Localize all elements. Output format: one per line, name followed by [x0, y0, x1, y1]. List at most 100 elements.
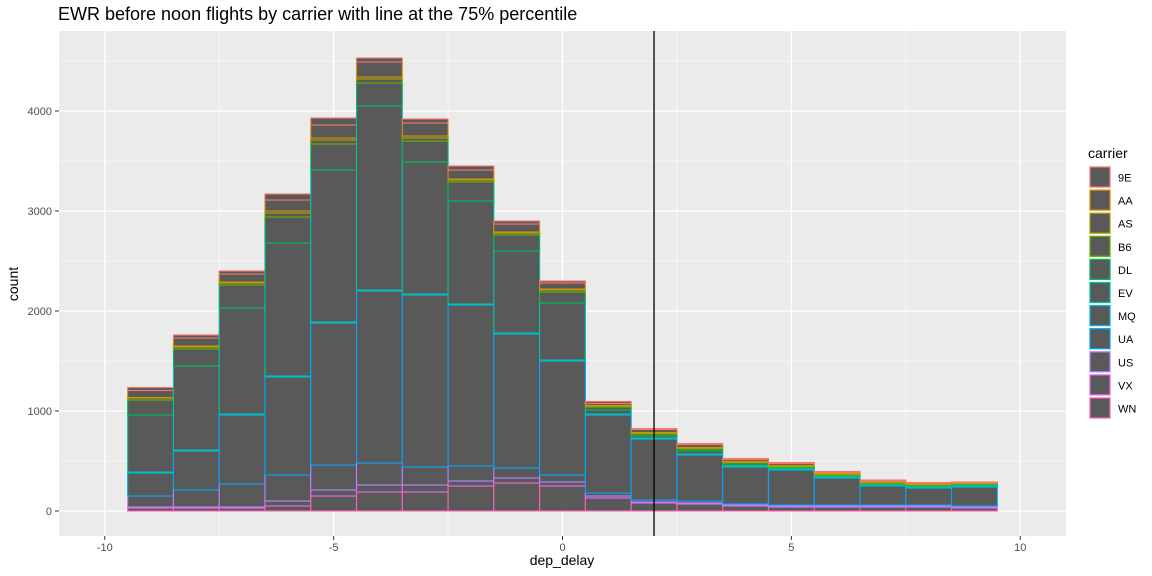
- bar-segment-9e: [355, 57, 403, 63]
- bar-segment-wn: [539, 485, 586, 512]
- bar-segment-b6: [264, 212, 312, 218]
- bar-segment-vx: [493, 477, 541, 484]
- bar-segment-ua: [813, 477, 861, 506]
- legend-label-as: AS: [1118, 219, 1133, 231]
- legend-label-us: US: [1118, 357, 1133, 369]
- bar-segment-dl: [539, 291, 586, 304]
- bar-segment-9e: [722, 457, 770, 461]
- bar-segment-aa: [172, 337, 220, 347]
- bar-segment-us: [218, 483, 266, 508]
- bar-segment-9e: [584, 400, 632, 405]
- bar-segment-wn: [722, 505, 770, 512]
- bar-segment-wn: [676, 503, 724, 512]
- x-tick-label: -5: [329, 542, 339, 554]
- bar-segment-ev: [172, 365, 220, 451]
- bar-segment-ua: [218, 414, 266, 485]
- bar-segment-aa: [264, 199, 312, 212]
- bar-segment-dl: [264, 216, 312, 244]
- bar-segment-wn: [905, 506, 953, 512]
- bar-segment-aa: [447, 169, 495, 180]
- bar-segment-wn: [264, 505, 312, 512]
- bar-segment-vx: [264, 500, 312, 507]
- bar-segment-dl: [127, 399, 174, 416]
- bar-segment-b6: [355, 78, 403, 84]
- legend-label-dl: DL: [1118, 265, 1132, 277]
- bar-segment-ev: [310, 169, 358, 323]
- bar-segment-wn: [310, 495, 358, 512]
- bar-segment-9e: [859, 479, 907, 482]
- bar-segment-ev: [264, 242, 312, 377]
- y-tick-label: 1000: [28, 406, 52, 418]
- legend-key-ua: [1089, 328, 1111, 350]
- x-tick-label: -10: [97, 542, 113, 554]
- bar-segment-us: [264, 474, 312, 502]
- legend-label-vx: VX: [1118, 380, 1133, 392]
- bar-segment-us: [172, 489, 220, 508]
- bar-segment-ev: [447, 200, 495, 305]
- bar-segment-9e: [813, 470, 861, 474]
- bar-segment-vx: [539, 481, 586, 487]
- bar-segment-wn: [767, 506, 815, 512]
- bar-segment-ev: [401, 161, 449, 295]
- bar-segment-9e: [447, 165, 495, 171]
- legend-label-9e: 9E: [1118, 173, 1131, 185]
- bar-segment-wn: [401, 491, 449, 512]
- chart-title: EWR before noon flights by carrier with …: [58, 4, 578, 24]
- bar-segment-wn: [355, 491, 403, 512]
- bar-segment-9e: [493, 220, 541, 225]
- bar-segment-us: [401, 466, 449, 486]
- bar-segment-ev: [218, 307, 266, 415]
- x-axis: -10 -5 0 5 10: [97, 536, 1026, 554]
- y-tick-label: 2000: [28, 306, 52, 318]
- bar-segment-dl: [493, 234, 541, 252]
- legend: 9E AA AS B6 DL EV MQ UA US VX WN: [1089, 166, 1136, 419]
- bar-segment-9e: [264, 193, 312, 201]
- x-tick-label: 0: [559, 542, 565, 554]
- bar-segment-wn: [813, 506, 861, 512]
- bar-segment-us: [493, 467, 541, 479]
- bar-segment-9e: [951, 481, 998, 484]
- legend-key-mq: [1089, 304, 1111, 327]
- bar-segment-wn: [584, 497, 632, 512]
- legend-label-b6: B6: [1118, 242, 1131, 254]
- legend-key-as: [1089, 212, 1111, 234]
- bar-segment-ev: [584, 409, 632, 415]
- bar-segment-ua: [584, 414, 632, 494]
- y-tick-label: 4000: [28, 106, 52, 118]
- bar-segment-aa: [127, 389, 174, 399]
- bar-segment-9e: [127, 386, 174, 392]
- bar-segment-wn: [493, 482, 541, 512]
- bar-segment-9e: [539, 280, 586, 284]
- bar-segment-aa: [355, 61, 403, 78]
- bar-segment-aa: [310, 124, 358, 139]
- bar-segment-us: [127, 495, 174, 508]
- bar-segment-9e: [401, 118, 449, 124]
- bar-segment-aa: [218, 273, 266, 283]
- bar-segment-dl: [355, 82, 403, 107]
- bar-segment-wn: [447, 485, 495, 512]
- bar-segment-ua: [767, 469, 815, 506]
- bar-segment-aa: [401, 122, 449, 137]
- bar-segment-ua: [127, 472, 174, 497]
- bar-segment-9e: [905, 481, 953, 484]
- x-tick-label: 5: [788, 542, 794, 554]
- bar-segment-ua: [447, 304, 495, 467]
- y-tick-label: 0: [46, 506, 52, 518]
- bar-segment-ua: [264, 376, 312, 476]
- bar-segment-ua: [172, 450, 220, 491]
- bar-segment-9e: [310, 117, 358, 126]
- bar-segment-vx: [447, 480, 495, 487]
- bar-segment-9e: [172, 334, 220, 339]
- bar-segment-ua: [401, 294, 449, 468]
- legend-key-b6: [1089, 235, 1111, 257]
- legend-key-vx: [1089, 374, 1111, 396]
- bar-segment-b6: [310, 139, 358, 145]
- x-tick-label: 10: [1014, 542, 1026, 554]
- bar-segment-9e: [218, 270, 266, 275]
- bar-segment-vx: [310, 489, 358, 497]
- legend-key-wn: [1089, 397, 1111, 419]
- bar-segment-ua: [310, 322, 358, 466]
- legend-label-aa: AA: [1118, 196, 1133, 208]
- legend-label-wn: WN: [1118, 404, 1136, 416]
